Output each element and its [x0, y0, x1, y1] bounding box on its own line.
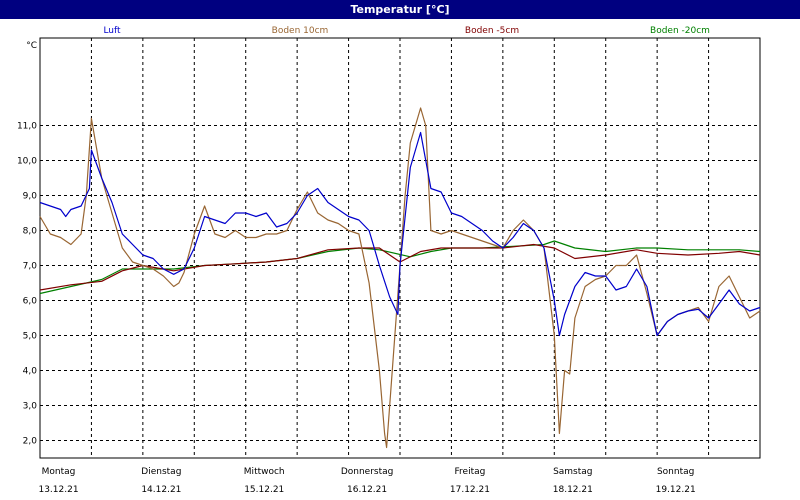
y-tick-label: 8,0: [23, 227, 38, 237]
x-tick-day: Freitag: [455, 467, 486, 477]
legend-boden-5cm: Boden -5cm: [465, 26, 519, 36]
y-tick-label: 10,0: [17, 157, 37, 167]
legend-luft: Luft: [103, 26, 121, 36]
x-tick-date: 13.12.21: [38, 485, 78, 495]
y-tick-label: 11,0: [17, 122, 37, 132]
y-axis-unit: °C: [26, 41, 37, 51]
legend-boden-20cm: Boden -20cm: [650, 26, 710, 36]
y-tick-label: 3,0: [23, 402, 38, 412]
chart-title: Temperatur [°C]: [0, 0, 800, 19]
x-tick-date: 17.12.21: [450, 485, 490, 495]
y-tick-label: 4,0: [23, 367, 38, 377]
legend-boden-10cm: Boden 10cm: [272, 26, 329, 36]
y-tick-label: 7,0: [23, 262, 38, 272]
x-tick-date: 16.12.21: [347, 485, 387, 495]
x-tick-date: 18.12.21: [553, 485, 593, 495]
x-tick-day: Montag: [42, 467, 76, 477]
y-tick-label: 5,0: [23, 332, 38, 342]
x-tick-day: Dienstag: [141, 467, 181, 477]
x-tick-day: Donnerstag: [341, 467, 394, 477]
series-line-boden-20cm: [39, 240, 761, 295]
y-tick-label: 6,0: [23, 297, 38, 307]
x-tick-day: Samstag: [553, 467, 592, 477]
y-tick-label: 9,0: [23, 192, 38, 202]
series-line-luft: [39, 131, 761, 337]
x-tick-date: 15.12.21: [244, 485, 284, 495]
x-tick-day: Sonntag: [657, 467, 694, 477]
y-tick-label: 2,0: [23, 437, 38, 447]
series-line-boden-5cm: [39, 243, 761, 291]
x-tick-date: 14.12.21: [141, 485, 181, 495]
temperature-chart: 2,0 3,0 4,0 5,0 6,0 7,0 8,0 9,0 10,0 11,0 °C Montag…: [17, 26, 761, 495]
x-tick-day: Mittwoch: [244, 467, 285, 477]
x-tick-date: 19.12.21: [656, 485, 696, 495]
